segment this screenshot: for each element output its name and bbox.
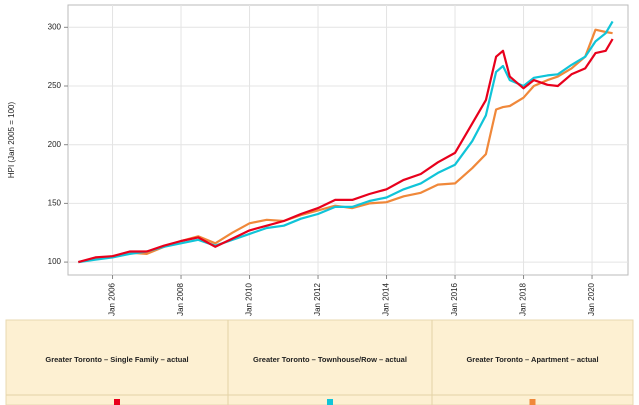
legend-label: Greater Toronto – Apartment – actual: [466, 355, 598, 364]
x-tick-label: Jan 2008: [176, 282, 185, 315]
x-tick-label: Jan 2020: [587, 282, 596, 315]
x-tick-label: Jan 2012: [313, 282, 322, 315]
y-tick-label: 200: [48, 140, 62, 149]
y-tick-label: 150: [48, 199, 62, 208]
x-tick-label: Jan 2014: [382, 282, 391, 315]
y-tick-label: 250: [48, 81, 62, 90]
legend-swatch: [327, 399, 333, 405]
series-line: [78, 20, 614, 264]
y-tick-label: 300: [48, 22, 62, 31]
x-tick-label: Jan 2018: [519, 282, 528, 315]
y-axis-label: HPI (Jan 2005 = 100): [7, 102, 16, 179]
x-tick-label: Jan 2016: [450, 282, 459, 315]
legend-label: Greater Toronto – Single Family – actual: [45, 355, 188, 364]
legend-label: Greater Toronto – Townhouse/Row – actual: [253, 355, 407, 364]
plot-area: [67, 4, 629, 276]
legend-swatch: [114, 399, 120, 405]
series-line: [78, 38, 614, 264]
legend-swatch: [529, 399, 536, 405]
y-tick-label: 100: [48, 257, 62, 266]
legend-box: [5, 319, 634, 405]
x-tick-label: Jan 2006: [108, 282, 117, 315]
x-tick-label: Jan 2010: [245, 282, 254, 315]
